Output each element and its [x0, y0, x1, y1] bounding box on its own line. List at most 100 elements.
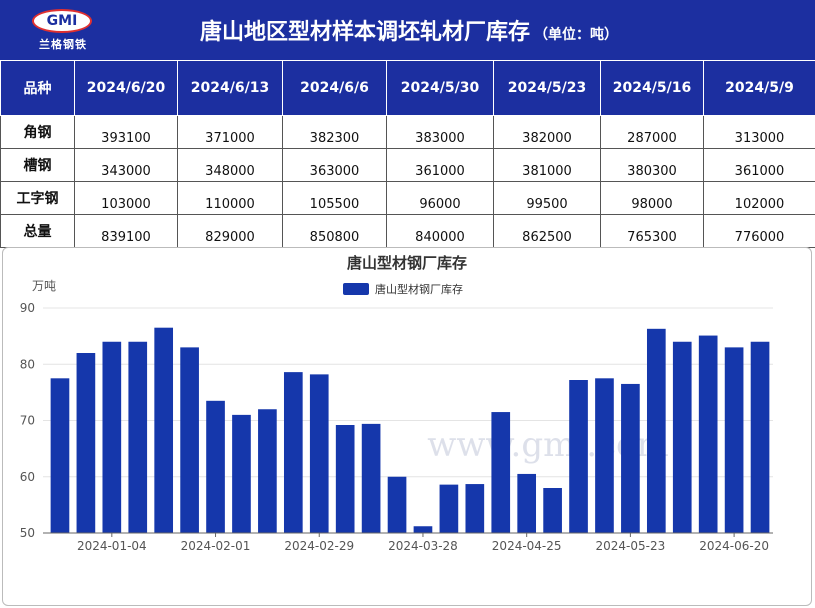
- column-header-date: 2024/5/30: [386, 60, 494, 116]
- cell-value: 380300: [627, 164, 677, 179]
- x-tick-label: 2024-02-29: [284, 539, 354, 553]
- bar: [50, 378, 70, 533]
- y-tick-label: 90: [20, 301, 35, 315]
- x-tick-label: 2024-03-28: [388, 539, 458, 553]
- bar: [232, 414, 251, 533]
- title-text: 唐山地区型材样本调坯轧材厂库存: [200, 20, 531, 45]
- y-tick-label: 60: [20, 470, 35, 484]
- bar: [465, 484, 485, 533]
- logo: GMI 兰格钢铁: [10, 6, 92, 52]
- table-cell: 313000: [703, 115, 815, 149]
- bar: [206, 400, 225, 533]
- bar: [439, 484, 459, 533]
- table-cell: 363000: [282, 148, 387, 182]
- bar: [569, 380, 588, 533]
- cell-value: 105500: [309, 197, 360, 212]
- cell-value: 862500: [522, 230, 572, 245]
- bar: [543, 488, 562, 533]
- cell-value: 361000: [734, 164, 785, 179]
- cell-value: 776000: [734, 230, 785, 245]
- cell-value: 103000: [101, 197, 151, 212]
- table-cell: 381000: [493, 148, 601, 182]
- table-cell: 765300: [600, 214, 704, 248]
- bar: [361, 423, 381, 533]
- column-header-date: 2024/5/16: [600, 60, 704, 116]
- bar: [621, 383, 640, 533]
- cell-value: 96000: [419, 197, 461, 212]
- cell-value: 287000: [627, 131, 677, 146]
- column-header-date: 2024/5/9: [703, 60, 815, 116]
- unit-text: （单位：吨）: [534, 27, 619, 43]
- table-cell: 382300: [282, 115, 387, 149]
- table-cell: 287000: [600, 115, 704, 149]
- bar: [309, 374, 329, 533]
- x-tick-label: 2024-06-20: [699, 539, 769, 553]
- bar: [102, 341, 122, 533]
- table-cell: 839100: [74, 214, 178, 248]
- bar: [750, 341, 770, 533]
- table-row: 总量 839100 829000 850800 840000 862500 765300 77…: [0, 214, 815, 248]
- chart-title: 唐山型材钢厂库存: [347, 254, 467, 272]
- bar: [724, 347, 744, 533]
- table-row: 槽钢 343000 348000 363000 361000 381000 380300 36…: [0, 148, 815, 182]
- table-row: 角钢 393100 371000 382300 383000 382000 287000 31…: [0, 115, 815, 149]
- bar: [76, 353, 96, 533]
- inventory-table: 品种 2024/6/20 2024/6/13 2024/6/6 2024/5/3…: [0, 60, 815, 248]
- logo-mark: GMI: [32, 9, 92, 33]
- logo-subtitle: 兰格钢铁: [39, 38, 87, 51]
- y-axis-unit: 万吨: [32, 279, 56, 293]
- y-tick-label: 80: [20, 357, 35, 371]
- x-tick-label: 2024-05-23: [596, 539, 666, 553]
- cell-value: 371000: [205, 131, 255, 146]
- bar: [128, 341, 148, 533]
- bar: [413, 526, 433, 533]
- row-label: 总量: [0, 214, 75, 248]
- table-cell: 96000: [386, 181, 494, 215]
- table-cell: 840000: [386, 214, 494, 248]
- legend-label: 唐山型材钢厂库存: [375, 282, 463, 296]
- table-cell: 98000: [600, 181, 704, 215]
- x-tick-label: 2024-01-04: [77, 539, 147, 553]
- chart-panel: www.gmi.com 50 60 70 80 90 唐山型材钢厂库存 万吨 唐山型材钢厂库存 2…: [2, 247, 812, 606]
- cell-value: 313000: [734, 131, 785, 146]
- cell-value: 383000: [415, 131, 465, 146]
- row-label: 工字钢: [0, 181, 75, 215]
- bar: [154, 327, 174, 533]
- cell-value: 840000: [415, 230, 465, 245]
- cell-value: 99500: [526, 197, 568, 212]
- cell-value: 829000: [205, 230, 255, 245]
- bar: [387, 476, 407, 533]
- table-cell: 99500: [493, 181, 601, 215]
- cell-value: 363000: [309, 164, 360, 179]
- column-header-variety: 品种: [0, 60, 75, 116]
- page-title: 唐山地区型材样本调坯轧材厂库存 （单位：吨）: [200, 14, 618, 46]
- cell-value: 393100: [101, 131, 151, 146]
- bar: [672, 341, 692, 533]
- table-cell: 102000: [703, 181, 815, 215]
- table-cell: 361000: [703, 148, 815, 182]
- bar: [595, 378, 614, 533]
- table-cell: 776000: [703, 214, 815, 248]
- cell-value: 343000: [101, 164, 151, 179]
- column-header-date: 2024/5/23: [493, 60, 601, 116]
- table-row: 工字钢 103000 110000 105500 96000 99500 98000 1020…: [0, 181, 815, 215]
- cell-value: 850800: [309, 230, 360, 245]
- table-cell: 105500: [282, 181, 387, 215]
- table-cell: 393100: [74, 115, 178, 149]
- column-header-date: 2024/6/20: [74, 60, 178, 116]
- cell-value: 348000: [205, 164, 255, 179]
- row-label: 角钢: [0, 115, 75, 149]
- cell-value: 98000: [631, 197, 673, 212]
- cell-value: 839100: [101, 230, 151, 245]
- bar: [335, 425, 355, 533]
- cell-value: 381000: [522, 164, 572, 179]
- legend-swatch: [343, 283, 369, 295]
- table-cell: 382000: [493, 115, 601, 149]
- bar: [180, 347, 199, 533]
- table-cell: 361000: [386, 148, 494, 182]
- table-cell: 103000: [74, 181, 178, 215]
- table-cell: 862500: [493, 214, 601, 248]
- cell-value: 361000: [415, 164, 465, 179]
- table-cell: 850800: [282, 214, 387, 248]
- table-header-row: 品种 2024/6/20 2024/6/13 2024/6/6 2024/5/3…: [0, 60, 815, 116]
